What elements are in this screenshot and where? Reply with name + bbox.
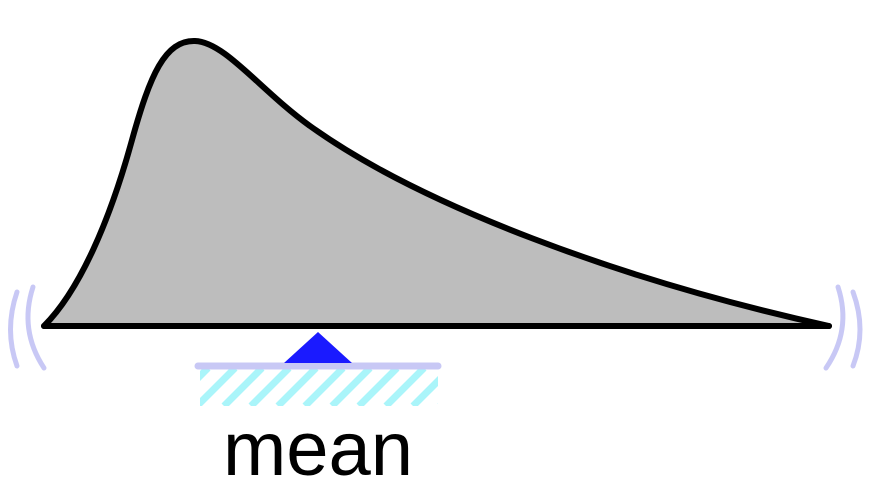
mean-label: mean	[222, 407, 414, 492]
wobble-arc	[850, 289, 863, 369]
left-wobble-marks	[8, 284, 47, 371]
skewed-distribution-shape	[41, 37, 832, 329]
ground-hatching	[200, 368, 438, 406]
hatch-line	[221, 368, 265, 406]
hatch-line	[410, 376, 438, 406]
hatch-line	[356, 368, 400, 406]
wobble-arc	[823, 284, 846, 371]
wobble-arc	[25, 284, 47, 371]
right-wobble-marks	[823, 284, 863, 371]
hatch-line	[329, 368, 373, 406]
hatch-line	[200, 368, 211, 381]
hatch-line	[275, 368, 319, 406]
hatch-line	[437, 403, 438, 404]
wobble-arc	[8, 289, 20, 369]
hatch-line	[302, 368, 346, 406]
hatch-line	[248, 368, 292, 406]
fulcrum-triangle	[284, 332, 352, 363]
hatch-line	[383, 368, 427, 406]
hatch-line	[200, 368, 238, 406]
